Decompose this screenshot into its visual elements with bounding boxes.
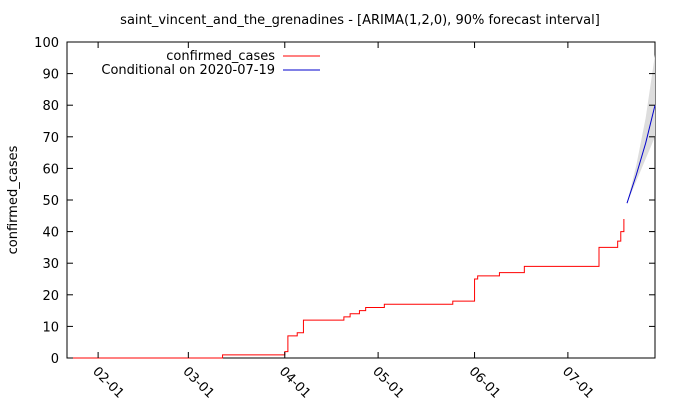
forecast-interval-band	[627, 54, 655, 204]
x-tick-label: 06-01	[466, 364, 503, 400]
chart-title: saint_vincent_and_the_grenadines - [ARIM…	[120, 13, 600, 28]
y-tick-label: 80	[42, 99, 59, 114]
legend-label-1: Conditional on 2020-07-19	[101, 63, 275, 78]
y-axis-label: confirmed_cases	[6, 145, 21, 254]
y-tick-label: 50	[42, 194, 59, 209]
y-tick-label: 70	[42, 131, 59, 146]
y-tick-label: 20	[42, 289, 59, 304]
y-tick-label: 30	[42, 257, 59, 272]
y-tick-label: 40	[42, 226, 59, 241]
x-tick-label: 07-01	[559, 364, 596, 400]
x-ticks: 02-01 03-01 04-01 05-01 06-01 07-01	[89, 42, 596, 400]
series-line-1	[626, 105, 656, 204]
forecast-interval-layer	[627, 54, 655, 204]
legend-label-0: confirmed_cases	[166, 49, 275, 64]
y-tick-label: 10	[42, 320, 59, 335]
y-ticks: 0 10 20 30 40 50 60 70 80 90 100	[34, 36, 655, 367]
x-tick-label: 04-01	[276, 364, 313, 400]
y-tick-label: 100	[34, 36, 59, 51]
x-tick-label: 03-01	[180, 364, 217, 400]
y-tick-label: 60	[42, 162, 59, 177]
y-tick-label: 0	[51, 352, 59, 367]
x-tick-label: 05-01	[369, 364, 406, 400]
y-tick-label: 90	[42, 68, 59, 83]
series-layer	[67, 105, 656, 359]
x-tick-label: 02-01	[89, 364, 126, 400]
series-line-0	[67, 218, 625, 359]
